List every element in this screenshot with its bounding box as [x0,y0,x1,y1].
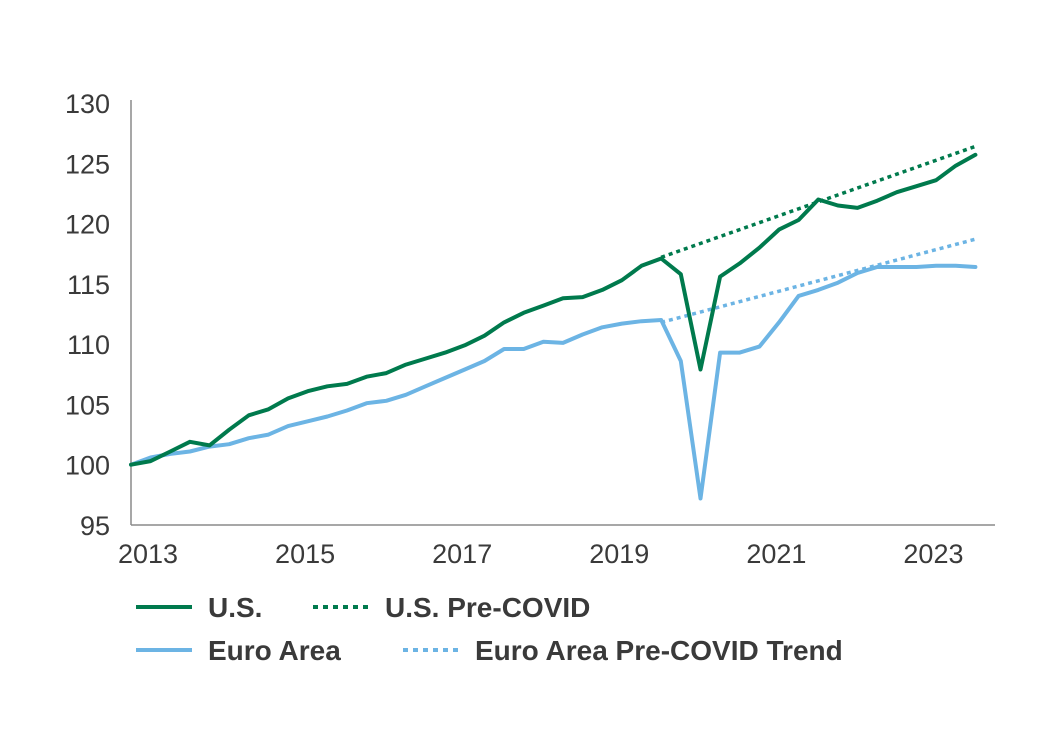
x-tick-label: 2015 [275,539,335,569]
series-line-u-s [129,152,978,467]
x-tick-label: 2019 [589,539,649,569]
legend-label-euro-area: Euro Area [208,635,341,666]
x-tick-label: 2023 [903,539,963,569]
y-tick-label: 95 [80,511,110,541]
legend-item-euro-area: Euro Area [136,635,341,666]
legend-item-us-pre-covid: U.S. Pre-COVID [313,592,590,623]
y-tick-label: 120 [65,210,110,240]
x-tick-labels: 2013 2015 2017 2019 2021 2023 [118,539,964,569]
y-tick-label: 115 [67,270,110,300]
legend-label-euro-area-pre-covid-trend: Euro Area Pre-COVID Trend [475,635,843,666]
y-tick-labels: 95 100 105 110 115 120 125 130 [65,89,110,541]
legend: U.S. U.S. Pre-COVID Euro Area Euro Area … [136,592,843,666]
legend-label-us: U.S. [208,592,262,623]
legend-item-euro-area-pre-covid-trend: Euro Area Pre-COVID Trend [403,635,843,666]
x-tick-label: 2021 [746,539,806,569]
series-lines [129,144,978,501]
series-line-euro-area-pre-covid-trend [660,237,976,325]
legend-item-us: U.S. [136,592,262,623]
y-tick-label: 110 [67,330,110,360]
y-tick-label: 125 [65,149,110,179]
y-tick-label: 130 [65,89,110,119]
y-tick-label: 100 [65,451,110,481]
y-tick-label: 105 [65,390,110,420]
legend-label-us-pre-covid: U.S. Pre-COVID [385,592,590,623]
series-line-euro-area [129,263,978,501]
axes [130,100,995,526]
x-tick-label: 2017 [432,539,492,569]
x-tick-label: 2013 [118,539,178,569]
